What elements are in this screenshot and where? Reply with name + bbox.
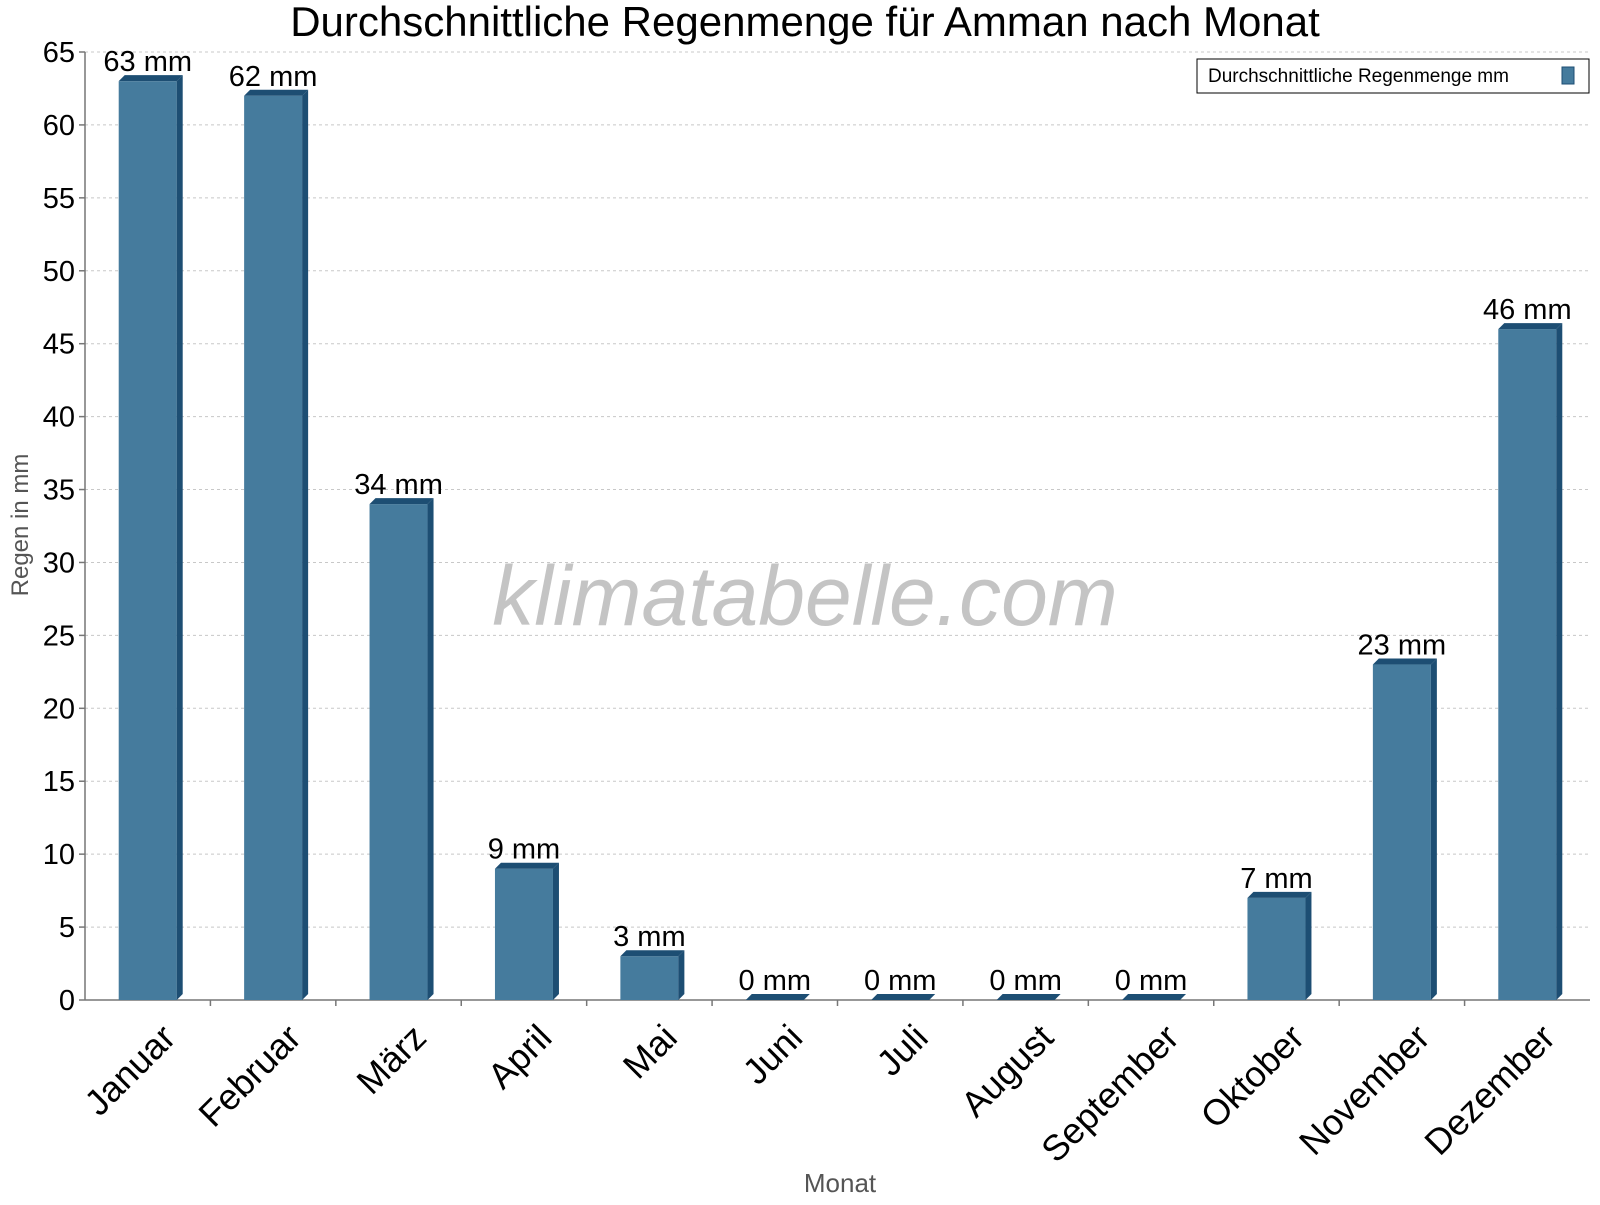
x-tick-label: Januar xyxy=(76,1016,183,1123)
legend-box xyxy=(1196,58,1590,94)
bar-top xyxy=(1372,658,1437,665)
bar-top xyxy=(871,994,936,1000)
bar xyxy=(118,81,177,1000)
y-tick-label: 45 xyxy=(43,329,75,361)
y-tick-label: 55 xyxy=(43,183,75,215)
bar-top xyxy=(244,89,309,96)
y-tick-label: 60 xyxy=(43,110,75,142)
bar-top xyxy=(118,75,183,82)
bar-top xyxy=(494,862,559,869)
value-labels: 63 mm 62 mm 34 mm 9 mm 3 mm 0 mm 0 mm 0 mm 0 mm 7… xyxy=(103,46,1571,997)
y-tick-labels: 0 5 10 15 20 25 30 35 40 45 50 55 60 65 xyxy=(43,37,75,1017)
y-tick-label: 35 xyxy=(43,475,75,507)
bar xyxy=(1372,664,1431,1000)
y-tick-label: 50 xyxy=(43,256,75,288)
bar-value-label: 62 mm xyxy=(229,61,318,93)
bar-value-label: 9 mm xyxy=(488,834,561,866)
x-tick-label: Juni xyxy=(735,1016,811,1092)
bar xyxy=(244,95,303,1000)
x-tick-label: Februar xyxy=(190,1016,308,1134)
bar xyxy=(1247,897,1306,1000)
bar-value-label: 34 mm xyxy=(354,469,443,501)
y-tick-label: 15 xyxy=(43,766,75,798)
y-tick-label: 20 xyxy=(43,693,75,725)
bar-side xyxy=(1430,658,1437,1000)
x-tick-label: Dezember xyxy=(1416,1016,1562,1162)
x-tick-label: April xyxy=(480,1016,560,1096)
bar-value-label: 23 mm xyxy=(1358,630,1447,662)
bar-top xyxy=(369,498,434,505)
bar-value-label: 0 mm xyxy=(1115,965,1188,997)
bar-side xyxy=(427,498,434,1000)
x-tick-label: März xyxy=(348,1016,434,1102)
bar-side xyxy=(176,75,183,1000)
y-tick-label: 40 xyxy=(43,402,75,434)
y-tick-label: 25 xyxy=(43,620,75,652)
bar-value-label: 0 mm xyxy=(989,965,1062,997)
bar-side xyxy=(1556,323,1563,1001)
legend-swatch xyxy=(1561,66,1575,85)
bar xyxy=(494,868,553,1000)
bar-value-label: 0 mm xyxy=(864,965,937,997)
bar-side xyxy=(552,862,559,1000)
bar-side xyxy=(1305,891,1312,1000)
gridlines xyxy=(85,51,1590,928)
bar xyxy=(1498,329,1557,1001)
bar-top xyxy=(745,994,810,1000)
x-axis-label: Monat xyxy=(804,1168,877,1198)
y-tick-label: 10 xyxy=(43,839,75,871)
x-tick-label: November xyxy=(1291,1016,1437,1162)
x-tick-label: September xyxy=(1033,1016,1187,1170)
y-axis-label: Regen in mm xyxy=(7,454,34,597)
bar-top xyxy=(1247,891,1312,898)
watermark: klimatabelle.com xyxy=(492,549,1118,643)
bar xyxy=(620,956,679,1000)
bar-value-label: 3 mm xyxy=(613,921,686,953)
axes xyxy=(79,51,1590,1006)
chart-title: Durchschnittliche Regenmenge für Amman n… xyxy=(290,0,1320,45)
bar xyxy=(369,504,428,1000)
y-tick-label: 5 xyxy=(59,912,75,944)
bar-top xyxy=(996,994,1061,1000)
bar-side xyxy=(678,950,685,1000)
y-tick-label: 30 xyxy=(43,547,75,579)
bar-top xyxy=(620,950,685,957)
bar-top xyxy=(1122,994,1187,1000)
x-tick-label: Oktober xyxy=(1192,1016,1312,1136)
x-tick-label: Mai xyxy=(615,1016,685,1086)
y-tick-label: 65 xyxy=(43,37,75,69)
bar-side xyxy=(302,89,309,1000)
bar-value-label: 0 mm xyxy=(739,965,812,997)
bar-top xyxy=(1498,323,1563,330)
x-tick-label: August xyxy=(953,1016,1061,1124)
x-tick-labels: Januar Februar März April Mai Juni Juli AugustS… xyxy=(76,1016,1562,1170)
x-tick-label: Juli xyxy=(868,1016,935,1083)
bar-value-label: 63 mm xyxy=(103,46,192,78)
bars xyxy=(118,75,1563,1001)
y-tick-label: 0 xyxy=(59,985,75,1017)
legend-label: Durchschnittliche Regenmenge mm xyxy=(1208,66,1509,87)
bar-value-label: 7 mm xyxy=(1240,863,1313,895)
legend: Durchschnittliche Regenmenge mm xyxy=(1196,58,1590,94)
bar-value-label: 46 mm xyxy=(1483,294,1572,326)
